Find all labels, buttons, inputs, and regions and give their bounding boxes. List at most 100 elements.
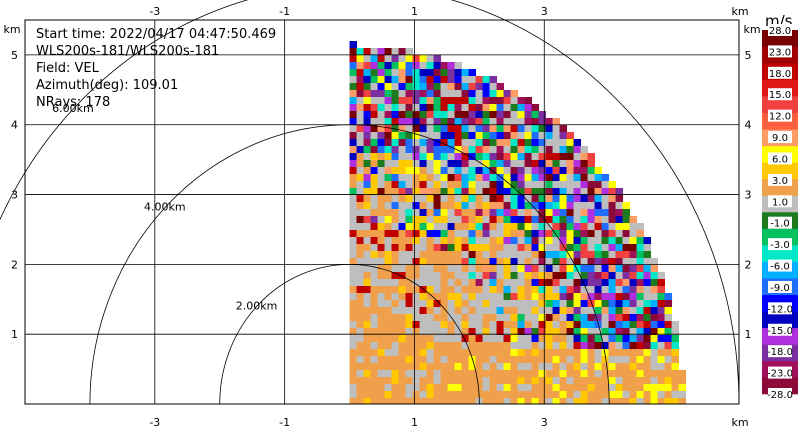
velocity-cell xyxy=(594,300,603,308)
velocity-cell xyxy=(580,328,589,336)
range-ring xyxy=(0,0,740,405)
velocity-cell xyxy=(622,377,631,385)
velocity-cell xyxy=(538,307,547,315)
velocity-cell xyxy=(503,286,512,294)
velocity-cell xyxy=(573,272,582,280)
velocity-cell xyxy=(377,398,386,404)
velocity-cell xyxy=(608,279,617,287)
velocity-cell xyxy=(405,342,414,350)
velocity-cell xyxy=(510,335,519,343)
velocity-cell xyxy=(503,202,512,210)
velocity-cell xyxy=(636,223,645,231)
velocity-cell xyxy=(608,328,617,336)
velocity-cell xyxy=(349,272,358,280)
velocity-cell xyxy=(650,265,659,273)
colorbar-tick-label: -9.0 xyxy=(770,283,790,294)
velocity-cell xyxy=(370,118,379,126)
velocity-cell xyxy=(601,321,610,329)
velocity-cell xyxy=(405,174,414,182)
velocity-cell xyxy=(482,132,491,140)
velocity-cell xyxy=(398,384,407,392)
velocity-cell xyxy=(538,139,547,147)
velocity-cell xyxy=(384,335,393,343)
velocity-cell xyxy=(412,349,421,357)
velocity-cell xyxy=(454,321,463,329)
velocity-cell xyxy=(608,272,617,280)
velocity-cell xyxy=(475,104,484,112)
velocity-cell xyxy=(405,195,414,203)
velocity-cell xyxy=(370,181,379,189)
velocity-cell xyxy=(608,181,617,189)
info-line-field: Field: VEL xyxy=(36,61,100,76)
velocity-cell xyxy=(545,279,554,287)
velocity-cell xyxy=(405,153,414,161)
velocity-cell xyxy=(468,321,477,329)
velocity-cell xyxy=(545,258,554,266)
velocity-cell xyxy=(510,398,519,404)
velocity-cell xyxy=(461,356,470,364)
velocity-cell xyxy=(664,335,673,343)
velocity-cell xyxy=(475,328,484,336)
velocity-cell xyxy=(587,153,596,161)
velocity-cell xyxy=(440,307,449,315)
velocity-cell xyxy=(349,195,358,203)
velocity-cell xyxy=(419,174,428,182)
velocity-cell xyxy=(356,286,365,294)
velocity-cell xyxy=(398,314,407,322)
velocity-cell xyxy=(531,111,540,119)
velocity-cell xyxy=(517,251,526,259)
velocity-cell xyxy=(580,160,589,168)
velocity-cell xyxy=(363,139,372,147)
velocity-cell xyxy=(636,335,645,343)
velocity-cell xyxy=(391,272,400,280)
velocity-cell xyxy=(412,160,421,168)
velocity-cell xyxy=(356,230,365,238)
velocity-cell xyxy=(447,321,456,329)
velocity-cell xyxy=(482,286,491,294)
velocity-cell xyxy=(643,335,652,343)
velocity-cell xyxy=(454,251,463,259)
velocity-cell xyxy=(538,286,547,294)
velocity-cell xyxy=(447,97,456,105)
velocity-cell xyxy=(594,342,603,350)
velocity-cell xyxy=(405,391,414,399)
velocity-cell xyxy=(384,314,393,322)
velocity-cell xyxy=(496,125,505,133)
velocity-cell xyxy=(545,349,554,357)
velocity-cell xyxy=(461,188,470,196)
velocity-cell xyxy=(377,300,386,308)
velocity-cell xyxy=(503,132,512,140)
velocity-cell xyxy=(447,62,456,70)
velocity-cell xyxy=(405,258,414,266)
velocity-cell xyxy=(622,216,631,224)
velocity-cell xyxy=(482,265,491,273)
velocity-cell xyxy=(447,286,456,294)
velocity-cell xyxy=(398,132,407,140)
velocity-cell xyxy=(594,216,603,224)
velocity-cell xyxy=(440,153,449,161)
velocity-cell xyxy=(391,195,400,203)
velocity-cell xyxy=(433,202,442,210)
velocity-cell xyxy=(454,377,463,385)
velocity-cell xyxy=(552,209,561,217)
velocity-cell xyxy=(398,230,407,238)
velocity-cell xyxy=(370,97,379,105)
velocity-cell xyxy=(496,167,505,175)
velocity-cell xyxy=(433,195,442,203)
velocity-cell xyxy=(433,363,442,371)
velocity-cell xyxy=(657,300,666,308)
velocity-cell xyxy=(524,321,533,329)
velocity-cell xyxy=(608,370,617,378)
velocity-cell xyxy=(559,160,568,168)
velocity-cell xyxy=(559,132,568,140)
velocity-cell xyxy=(468,104,477,112)
velocity-cell xyxy=(510,153,519,161)
velocity-cell xyxy=(573,181,582,189)
colorbar-label-bg xyxy=(768,45,792,58)
velocity-cell xyxy=(538,216,547,224)
y-tick-label-right: 4 xyxy=(745,119,752,132)
velocity-cell xyxy=(405,237,414,245)
velocity-cell xyxy=(545,132,554,140)
velocity-cell xyxy=(580,244,589,252)
velocity-cell xyxy=(349,265,358,273)
